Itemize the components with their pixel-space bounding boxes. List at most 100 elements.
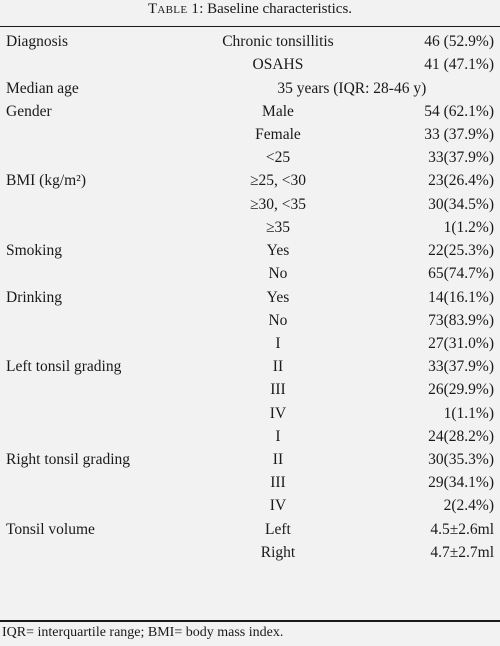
table-row: I 27(31.0%) xyxy=(0,332,500,355)
caption-colon: : xyxy=(199,1,208,17)
row-group-label: Drinking xyxy=(6,288,62,306)
row-category: Chronic tonsillitis xyxy=(222,33,334,51)
table-row: I 24(28.2%) xyxy=(0,425,500,448)
caption-text: Baseline characteristics. xyxy=(207,1,353,17)
row-category: ≥35 xyxy=(265,218,290,236)
row-category: IV xyxy=(269,497,287,515)
row-value: 33 (37.9%) xyxy=(424,125,494,143)
row-group-label xyxy=(0,193,204,216)
row-category: IV xyxy=(269,404,287,422)
row-group-label: BMI (kg/m²) xyxy=(6,172,86,190)
table-row: Smoking Yes 22(25.3%) xyxy=(0,239,500,262)
row-value: 46 (52.9%) xyxy=(424,33,494,51)
row-value: 65(74.7%) xyxy=(428,265,494,283)
table-row: Gender Male 54 (62.1%) xyxy=(0,100,500,123)
row-value: 73(83.9%) xyxy=(428,311,494,329)
table-row: Left tonsil grading II 33(37.9%) xyxy=(0,355,500,378)
row-group-label: Right tonsil grading xyxy=(6,451,130,469)
table-row: III 26(29.9%) xyxy=(0,378,500,401)
row-category: Male xyxy=(262,102,294,120)
top-rule xyxy=(0,26,500,27)
row-category: III xyxy=(270,474,286,492)
table-footnote: IQR= interquartile range; BMI= body mass… xyxy=(2,625,284,640)
row-group-label: Tonsil volume xyxy=(6,520,95,538)
row-value: 30(35.3%) xyxy=(428,451,494,469)
table-row: BMI (kg/m²) ≥25, <30 23(26.4%) xyxy=(0,169,500,192)
table-row: Tonsil volume Left 4.5±2.6ml xyxy=(0,518,500,541)
row-category: Female xyxy=(255,125,301,143)
table-row: Median age 35 years (IQR: 28-46 y) xyxy=(0,76,500,99)
row-value: 26(29.9%) xyxy=(428,381,494,399)
row-value: 24(28.2%) xyxy=(428,427,494,445)
row-category: No xyxy=(268,265,288,283)
row-group-label xyxy=(0,494,204,517)
table-row: OSAHS 41 (47.1%) xyxy=(0,53,500,76)
table-row: Drinking Yes 14(16.1%) xyxy=(0,285,500,308)
row-group-label: Smoking xyxy=(6,242,62,260)
row-group-label xyxy=(0,402,204,425)
row-group-label xyxy=(0,216,204,239)
row-category: ≥25, <30 xyxy=(249,172,306,190)
row-value: 4.7±2.7ml xyxy=(430,543,494,561)
row-group-label xyxy=(0,262,204,285)
row-value: 22(25.3%) xyxy=(428,242,494,260)
row-category: I xyxy=(275,427,281,445)
table-row: IV 2(2.4%) xyxy=(0,494,500,517)
table-row: <25 33(37.9%) xyxy=(0,146,500,169)
table-row: Right tonsil grading II 30(35.3%) xyxy=(0,448,500,471)
row-value: 14(16.1%) xyxy=(428,288,494,306)
row-group-label xyxy=(0,146,204,169)
row-group-label xyxy=(0,309,204,332)
row-category: ≥30, <35 xyxy=(249,195,306,213)
table-row: Female 33 (37.9%) xyxy=(0,123,500,146)
row-value: 2(2.4%) xyxy=(443,497,494,515)
row-value: 33(37.9%) xyxy=(428,358,494,376)
row-category: Yes xyxy=(266,242,290,260)
row-group-label xyxy=(0,53,204,76)
row-category: Right xyxy=(260,543,296,561)
table-body: Diagnosis Chronic tonsillitis 46 (52.9%) OS… xyxy=(0,30,500,564)
row-value: 1(1.2%) xyxy=(443,218,494,236)
row-value: 41 (47.1%) xyxy=(424,56,494,74)
table-row: IV 1(1.1%) xyxy=(0,402,500,425)
row-group-label xyxy=(0,378,204,401)
row-category: <25 xyxy=(265,149,291,167)
row-category: I xyxy=(275,334,281,352)
bottom-rule xyxy=(0,620,500,622)
row-group-label: Median age xyxy=(6,79,79,97)
row-group-label xyxy=(0,541,204,564)
row-value: 54 (62.1%) xyxy=(424,102,494,120)
row-group-label xyxy=(0,332,204,355)
row-category: Left xyxy=(265,520,291,538)
row-category: III xyxy=(270,381,286,399)
table-row: No 73(83.9%) xyxy=(0,309,500,332)
row-value: 27(31.0%) xyxy=(428,334,494,352)
row-value: 33(37.9%) xyxy=(428,149,494,167)
table-row: ≥30, <35 30(34.5%) xyxy=(0,193,500,216)
caption-label: Table 1 xyxy=(147,1,200,17)
row-value: 4.5±2.6ml xyxy=(430,520,494,538)
row-spanning-value: 35 years (IQR: 28-46 y) xyxy=(277,79,427,97)
row-category: OSAHS xyxy=(252,56,304,74)
row-group-label xyxy=(0,425,204,448)
row-category: No xyxy=(268,311,288,329)
row-category: II xyxy=(272,451,284,469)
row-value: 29(34.1%) xyxy=(428,474,494,492)
row-value: 1(1.1%) xyxy=(443,404,494,422)
table-row: Diagnosis Chronic tonsillitis 46 (52.9%) xyxy=(0,30,500,53)
row-group-label xyxy=(0,471,204,494)
row-value: 23(26.4%) xyxy=(428,172,494,190)
table-row: ≥35 1(1.2%) xyxy=(0,216,500,239)
row-group-label xyxy=(0,123,204,146)
table-row: III 29(34.1%) xyxy=(0,471,500,494)
row-group-label: Left tonsil grading xyxy=(6,358,122,376)
table-row: Right 4.7±2.7ml xyxy=(0,541,500,564)
baseline-table: Diagnosis Chronic tonsillitis 46 (52.9%) OS… xyxy=(0,30,500,564)
row-category: II xyxy=(272,358,284,376)
row-value: 30(34.5%) xyxy=(428,195,494,213)
row-group-label: Diagnosis xyxy=(6,33,68,51)
row-group-label: Gender xyxy=(6,102,52,120)
table-caption: Table 1: Baseline characteristics. xyxy=(0,0,500,18)
table-row: No 65(74.7%) xyxy=(0,262,500,285)
